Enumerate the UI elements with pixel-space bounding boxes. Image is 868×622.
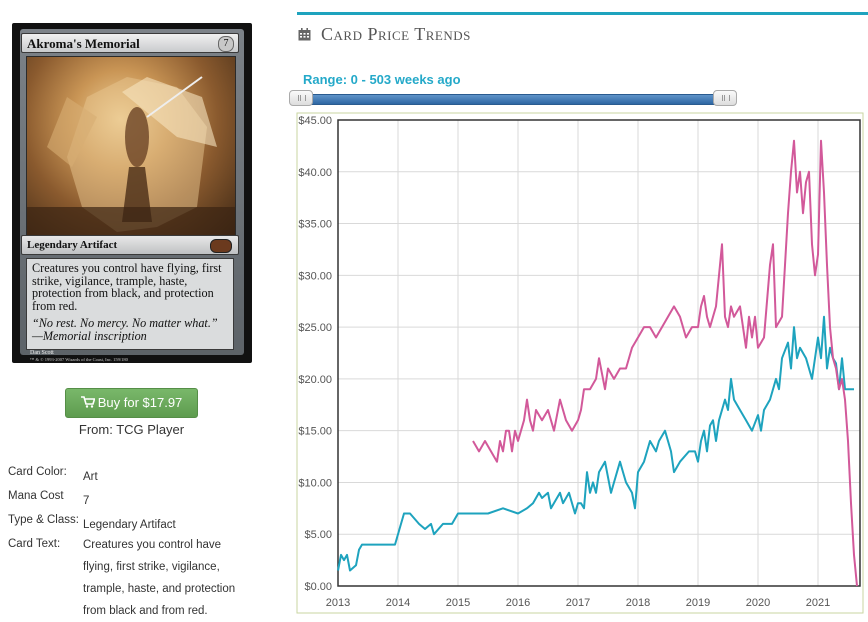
card-type-bar: Legendary Artifact (21, 235, 239, 255)
range-slider-min-handle[interactable] (289, 90, 313, 106)
card-text-box: Creatures you control have flying, first… (26, 258, 234, 350)
x-tick-label: 2021 (806, 597, 830, 609)
calendar-icon (298, 28, 311, 41)
y-tick-label: $45.00 (298, 115, 332, 127)
y-tick-label: $10.00 (298, 477, 332, 489)
card-artist: Dan Scott (30, 350, 54, 356)
card-rules-text: Creatures you control have flying, first… (32, 261, 222, 313)
detail-label: Mana Cost (8, 490, 64, 502)
x-tick-label: 2016 (506, 597, 530, 609)
section-heading: Card Price Trends (298, 24, 471, 45)
buy-button-label: Buy for $17.97 (97, 395, 183, 410)
y-tick-label: $35.00 (298, 219, 332, 231)
detail-label: Card Color: (8, 466, 67, 478)
plot-area-border (337, 119, 861, 587)
range-label: Range: 0 - 503 weeks ago (303, 72, 461, 87)
mana-cost-symbol: 7 (218, 36, 234, 52)
x-tick-label: 2013 (326, 597, 350, 609)
x-tick-label: 2014 (386, 597, 410, 609)
section-title: Card Price Trends (321, 24, 471, 44)
x-tick-label: 2019 (686, 597, 710, 609)
y-tick-label: $25.00 (298, 322, 332, 334)
card-type: Legendary Artifact (27, 239, 118, 251)
detail-value: 7 (83, 495, 90, 507)
card-copyright: ™ & © 1993-2007 Wizards of the Coast, In… (30, 357, 128, 362)
chart-frame (296, 112, 864, 614)
shopping-cart-icon (80, 396, 95, 408)
set-symbol-icon (210, 239, 232, 253)
x-tick-label: 2020 (746, 597, 770, 609)
x-tick-label: 2015 (446, 597, 470, 609)
y-tick-label: $30.00 (298, 270, 332, 282)
y-tick-label: $0.00 (304, 581, 332, 593)
x-tick-label: 2017 (566, 597, 590, 609)
range-slider-max-handle[interactable] (713, 90, 737, 106)
buy-button[interactable]: Buy for $17.97 (65, 388, 198, 418)
detail-label: Type & Class: (8, 514, 79, 526)
detail-value: Legendary Artifact (83, 519, 176, 531)
detail-value: Creatures you control have flying, first… (83, 539, 236, 617)
detail-label: Card Text: (8, 538, 61, 550)
y-tick-label: $20.00 (298, 374, 332, 386)
y-tick-label: $40.00 (298, 167, 332, 179)
detail-value: Art (83, 471, 98, 483)
card-artwork (26, 56, 236, 236)
card-name: Akroma's Memorial (27, 36, 140, 51)
price-trend-chart: $0.00 $5.00 $10.00 $15.00 $20.00 $25.00 $30.00… (296, 112, 864, 614)
card-flavor-text: “No rest. No mercy. No matter what.” —Me… (32, 316, 218, 343)
range-slider-track[interactable] (300, 94, 727, 105)
price-series-line-1 (337, 315, 854, 572)
angel-artwork-icon (27, 76, 235, 235)
y-tick-label: $5.00 (304, 529, 332, 541)
price-series-line-2 (472, 139, 858, 587)
price-source: From: TCG Player (78, 422, 185, 437)
x-tick-label: 2018 (626, 597, 650, 609)
card-image: Akroma's Memorial 7 Legendary Artifact C… (12, 23, 252, 363)
y-tick-label: $15.00 (298, 426, 332, 438)
section-divider (297, 12, 868, 15)
card-title-bar: Akroma's Memorial 7 (21, 33, 239, 53)
